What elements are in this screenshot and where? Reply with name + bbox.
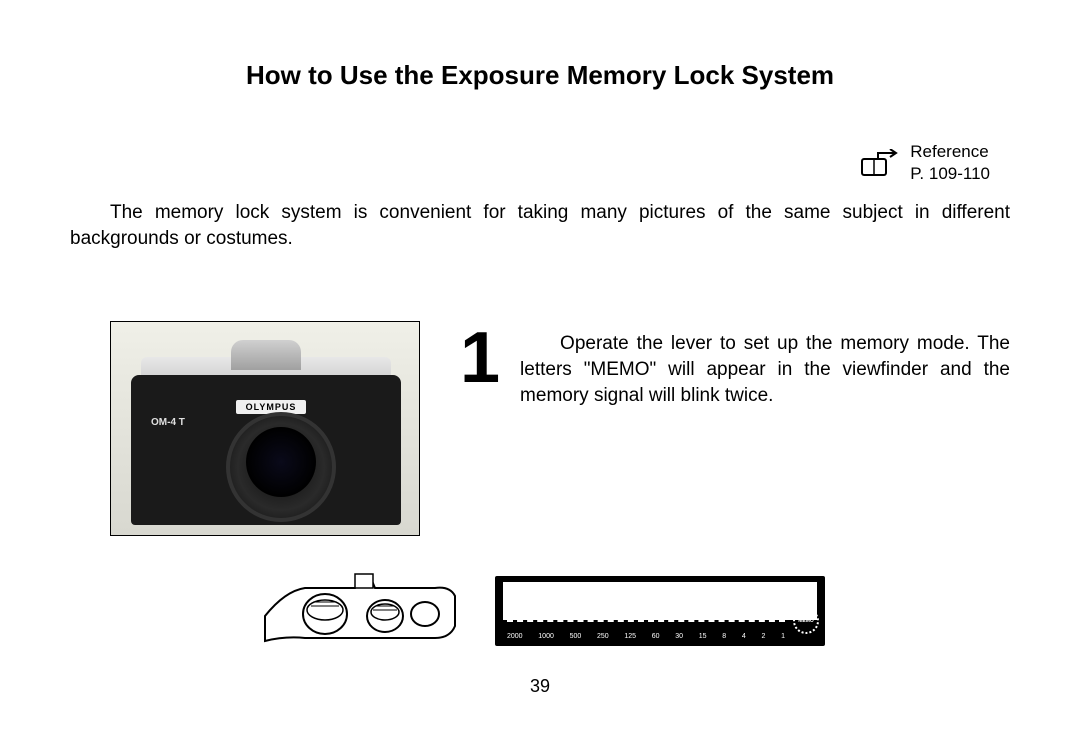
scale-value: 60 — [652, 633, 660, 640]
reference-icon — [860, 149, 900, 177]
scale-value: 4 — [742, 633, 746, 640]
scale-value: 125 — [624, 633, 636, 640]
scale-value: 1000 — [538, 633, 554, 640]
camera-model-label: OM-4 T — [151, 417, 185, 428]
page-number: 39 — [70, 676, 1010, 697]
reference-pages: P. 109-110 — [910, 163, 990, 185]
reference-label: Reference — [910, 141, 990, 163]
scale-value: 30 — [675, 633, 683, 640]
step-content: 1 Operate the lever to set up the memory… — [460, 321, 1010, 408]
scale-value: 500 — [570, 633, 582, 640]
reference-block: Reference P. 109-110 — [70, 141, 1010, 185]
dial-diagram — [255, 566, 465, 656]
viewfinder-dashes — [507, 620, 785, 624]
step-number: 1 — [460, 326, 500, 408]
scale-value: 15 — [699, 633, 707, 640]
bottom-diagrams: 2000 1000 500 250 125 60 30 15 8 4 2 1 M… — [70, 566, 1010, 656]
step-text: Operate the lever to set up the memory m… — [520, 326, 1010, 408]
viewfinder-window — [503, 582, 817, 620]
scale-value: 2000 — [507, 633, 523, 640]
page-title: How to Use the Exposure Memory Lock Syst… — [70, 60, 1010, 91]
scale-value: 250 — [597, 633, 609, 640]
intro-text: The memory lock system is convenient for… — [70, 200, 1010, 251]
step-row: OLYMPUS OM-4 T 1 Operate the lever to se… — [70, 321, 1010, 536]
scale-value: 1 — [781, 633, 785, 640]
reference-text: Reference P. 109-110 — [910, 141, 990, 185]
scale-value: 2 — [761, 633, 765, 640]
camera-photo: OLYMPUS OM-4 T — [110, 321, 420, 536]
viewfinder-display: 2000 1000 500 250 125 60 30 15 8 4 2 1 M… — [495, 576, 825, 646]
scale-value: 8 — [722, 633, 726, 640]
viewfinder-scale: 2000 1000 500 250 125 60 30 15 8 4 2 1 — [507, 626, 785, 640]
memo-indicator: MEMO — [793, 608, 819, 634]
